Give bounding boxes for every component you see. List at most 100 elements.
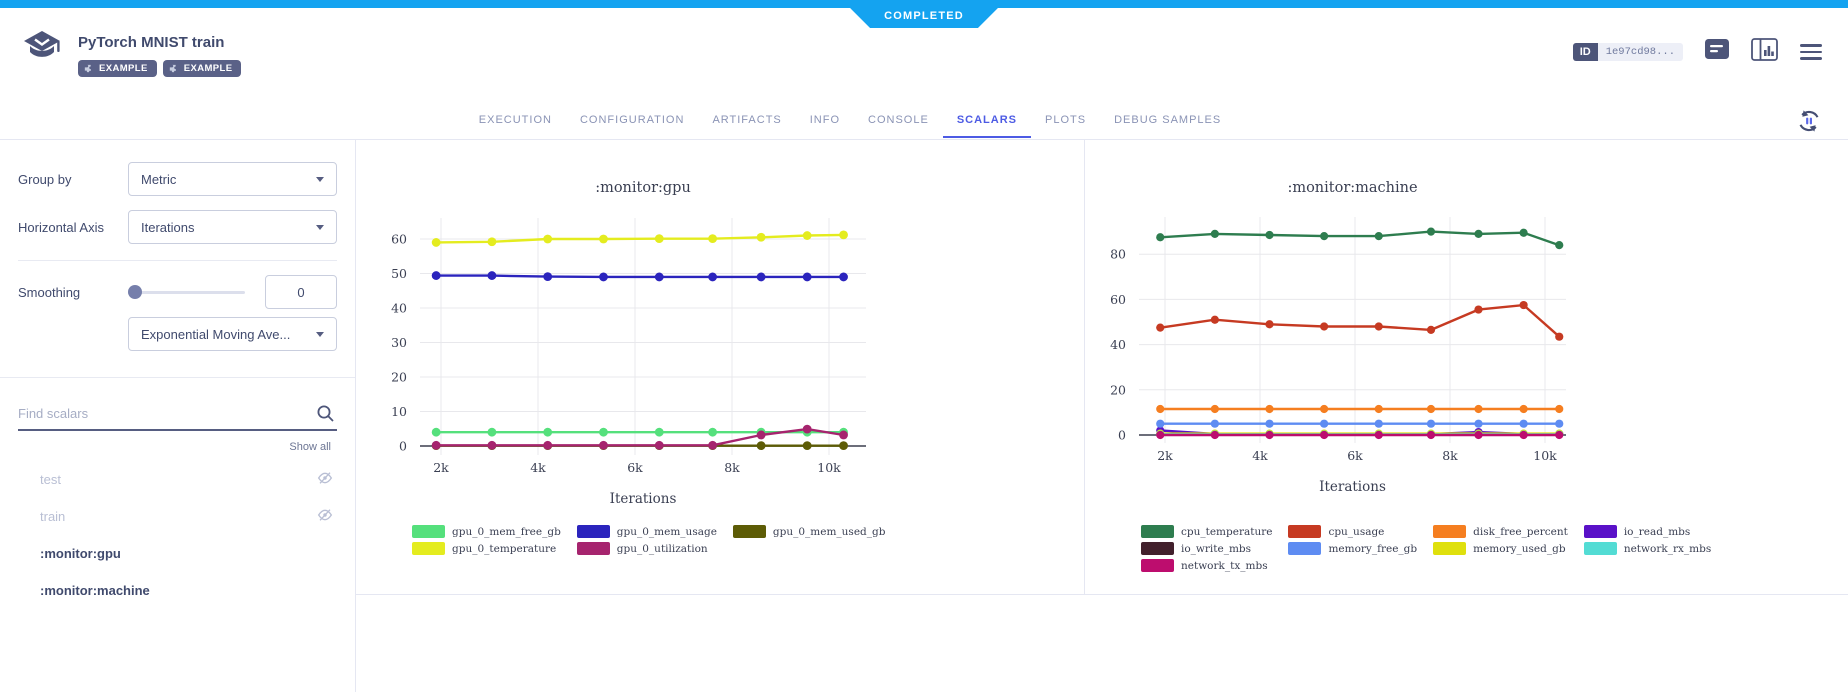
legend-item-memory-used-gb[interactable]: memory_used_gb [1433,542,1568,555]
legend-item-io-write-mbs[interactable]: io_write_mbs [1141,542,1272,555]
data-point[interactable] [1426,430,1436,440]
data-point[interactable] [1426,404,1436,414]
data-point[interactable] [543,427,553,437]
tab-scalars[interactable]: SCALARS [942,100,1031,138]
data-point[interactable] [1210,229,1219,238]
auto-refresh-icon[interactable] [1796,108,1822,139]
data-point[interactable] [708,427,717,437]
legend-item-gpu-0-mem-usage[interactable]: gpu_0_mem_usage [576,525,717,538]
smoothing-slider[interactable] [128,285,245,299]
slider-handle[interactable] [128,285,142,299]
data-point[interactable] [839,430,848,440]
show-all-link[interactable]: Show all [289,441,331,453]
data-point[interactable] [431,427,441,437]
data-point[interactable] [431,271,441,280]
data-point[interactable] [1519,300,1528,310]
legend-item-gpu-0-mem-free-gb[interactable]: gpu_0_mem_free_gb [412,525,561,538]
data-point[interactable] [839,441,848,451]
data-point[interactable] [431,238,441,247]
data-point[interactable] [1374,232,1383,241]
data-point[interactable] [1374,430,1383,440]
data-point[interactable] [543,440,553,450]
legend-item-gpu-0-mem-used-gb[interactable]: gpu_0_mem_used_gb [732,525,885,538]
data-point[interactable] [1156,419,1165,428]
search-icon[interactable] [316,404,335,428]
data-point[interactable] [1156,404,1165,414]
tab-execution[interactable]: EXECUTION [478,114,552,126]
data-point[interactable] [1519,430,1528,440]
data-point[interactable] [802,231,812,240]
scalar-plot-monitor-gpu[interactable]: :monitor:gpu 0 10 20 30 40 50 60 2k 4k 6k 8k 10k Iter… [356,140,1084,512]
data-point[interactable] [1320,419,1329,428]
data-point[interactable] [1374,404,1383,414]
data-point[interactable] [756,430,766,440]
data-point[interactable] [1474,430,1483,440]
data-point[interactable] [1320,322,1329,331]
data-point[interactable] [756,441,766,451]
data-point[interactable] [599,427,608,437]
sidebar-item-train[interactable]: train [0,498,355,535]
data-point[interactable] [1474,305,1483,314]
search-input[interactable] [18,402,337,431]
legend-item-cpu-usage[interactable]: cpu_usage [1288,525,1417,538]
visibility-off-icon[interactable] [317,507,333,523]
data-point[interactable] [599,234,608,244]
data-point[interactable] [487,440,497,450]
data-point[interactable] [1210,419,1219,428]
data-point[interactable] [1265,419,1274,428]
data-point[interactable] [487,427,497,437]
tag-badge[interactable]: EXAMPLE [162,60,242,77]
details-panel-icon[interactable] [1751,38,1778,66]
data-point[interactable] [1555,419,1564,428]
data-point[interactable] [1519,404,1528,414]
data-point[interactable] [1156,430,1165,440]
data-point[interactable] [543,272,553,282]
data-point[interactable] [431,440,441,450]
comments-icon[interactable] [1705,38,1729,66]
data-point[interactable] [1519,228,1528,237]
data-point[interactable] [1426,419,1436,428]
data-point[interactable] [839,230,848,240]
data-point[interactable] [756,272,766,282]
legend-item-io-read-mbs[interactable]: io_read_mbs [1583,525,1711,538]
scalar-plot-monitor-machine[interactable]: :monitor:machine 0 20 40 60 80 2k 4k 6k 8k 10k Iter… [1085,140,1807,512]
tag-badge[interactable]: EXAMPLE [78,60,157,77]
data-point[interactable] [802,441,812,451]
data-point[interactable] [802,424,812,434]
data-point[interactable] [487,271,497,280]
data-point[interactable] [802,272,812,282]
data-point[interactable] [1426,227,1436,236]
sidebar-item-test[interactable]: test [0,461,355,498]
tab-debug-samples[interactable]: DEBUG SAMPLES [1114,114,1222,126]
data-point[interactable] [1156,233,1165,242]
visibility-off-icon[interactable] [317,470,333,486]
data-point[interactable] [1555,404,1564,414]
data-point[interactable] [1265,430,1274,440]
data-point[interactable] [1474,419,1483,428]
data-point[interactable] [543,234,553,244]
data-point[interactable] [1474,229,1483,238]
data-point[interactable] [1555,430,1564,440]
data-point[interactable] [1265,404,1274,414]
experiment-id-chip[interactable]: ID 1e97cd98... [1572,43,1683,61]
data-point[interactable] [1374,419,1383,428]
legend-item-cpu-temperature[interactable]: cpu_temperature [1141,525,1272,538]
tab-plots[interactable]: PLOTS [1045,114,1087,126]
data-point[interactable] [1474,404,1483,414]
data-point[interactable] [1156,323,1165,332]
legend-item-network-tx-mbs[interactable]: network_tx_mbs [1141,559,1272,572]
data-point[interactable] [756,232,766,242]
data-point[interactable] [1265,320,1274,329]
sidebar-item-monitor-machine[interactable]: :monitor:machine [0,572,355,609]
data-point[interactable] [1320,232,1329,241]
data-point[interactable] [839,272,848,282]
legend-item-gpu-0-utilization[interactable]: gpu_0_utilization [576,542,717,555]
smoothing-type-select[interactable]: Exponential Moving Ave... [128,317,337,351]
smoothing-value-input[interactable] [265,275,337,309]
legend-item-disk-free-percent[interactable]: disk_free_percent [1433,525,1568,538]
group-by-select[interactable]: Metric [128,162,337,196]
horizontal-axis-select[interactable]: Iterations [128,210,337,244]
data-point[interactable] [654,272,664,282]
data-point[interactable] [599,272,608,282]
legend-item-gpu-0-temperature[interactable]: gpu_0_temperature [412,542,561,555]
